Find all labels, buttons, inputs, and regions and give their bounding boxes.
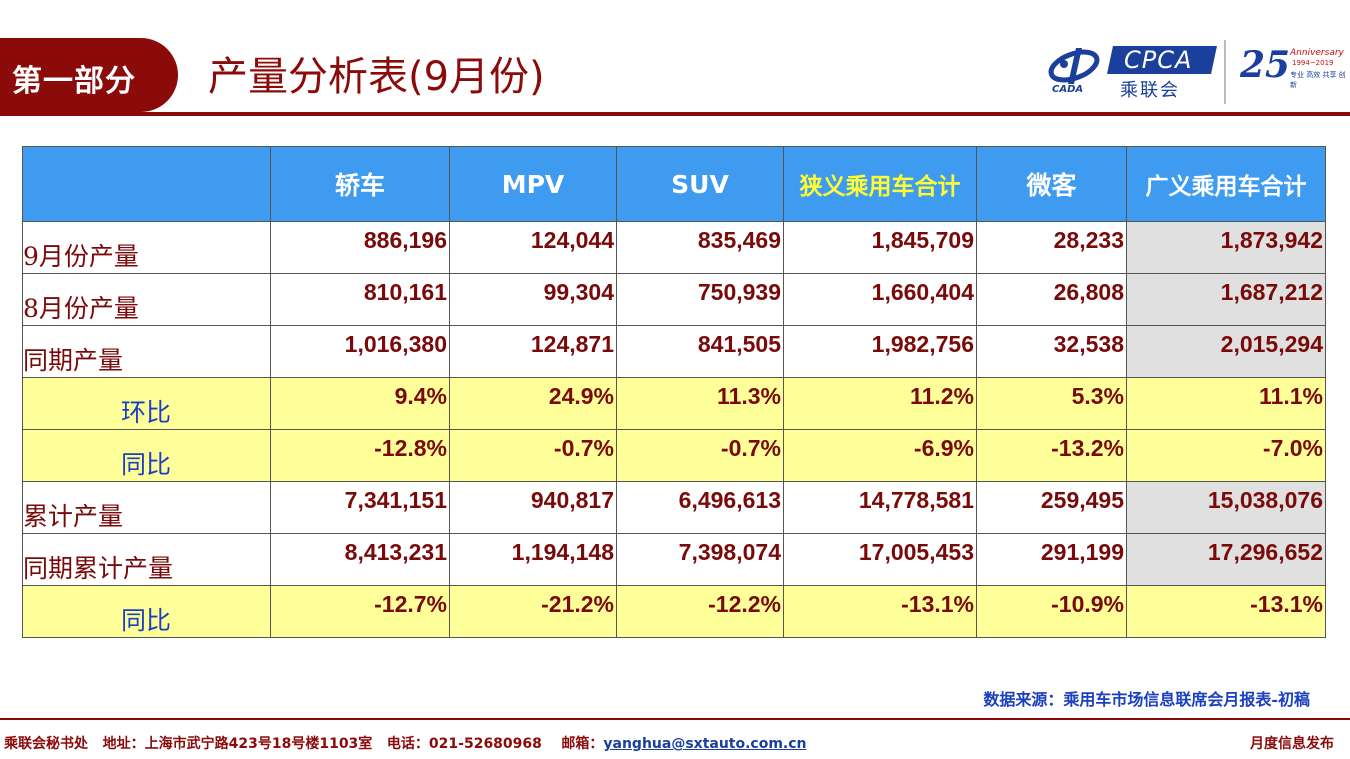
table-cell: 2,015,294: [1126, 325, 1326, 378]
row-label: 9月份产量: [22, 221, 271, 274]
cpca-text: CPCA: [1124, 46, 1193, 74]
row-label: 同期累计产量: [22, 533, 271, 586]
table-cell: 1,194,148: [449, 533, 617, 586]
footer-email-label: 邮箱：: [561, 736, 604, 752]
table-cell: 1,687,212: [1126, 273, 1326, 326]
column-header-minivan: 微客: [976, 146, 1127, 222]
table-row: 同期产量 1,016,380 124,871 841,505 1,982,756 32,5…: [22, 325, 1326, 378]
table-cell: -12.7%: [270, 585, 450, 638]
anniversary-slogan: 专业 高效 共享 创新: [1290, 71, 1346, 89]
column-header-sedan: 轿车: [270, 146, 450, 222]
cpca-chinese-name: 乘联会: [1120, 80, 1180, 101]
table-cell: 99,304: [449, 273, 617, 326]
cada-logo-icon: [1048, 48, 1100, 84]
table-row: 环比 9.4% 24.9% 11.3% 11.2% 5.3% 11.1%: [22, 377, 1326, 430]
table-cell: -12.8%: [270, 429, 450, 482]
table-cell: 750,939: [616, 273, 784, 326]
table-cell: -21.2%: [449, 585, 617, 638]
logo-separator: [1224, 40, 1226, 104]
table-cell: -6.9%: [783, 429, 977, 482]
row-label: 同比: [22, 585, 271, 638]
anniversary-text: Anniversary: [1290, 48, 1344, 58]
column-header-broad-total: 广义乘用车合计: [1126, 146, 1326, 222]
column-header-suv: SUV: [616, 146, 784, 222]
production-table: 轿车 MPV SUV 狭义乘用车合计 微客 广义乘用车合计 9月份产量 886,1…: [22, 146, 1326, 638]
table-cell: 124,871: [449, 325, 617, 378]
table-cell: -13.1%: [783, 585, 977, 638]
table-cell: 1,873,942: [1126, 221, 1326, 274]
table-cell: 1,982,756: [783, 325, 977, 378]
table-row: 同比 -12.8% -0.7% -0.7% -6.9% -13.2% -7.0%: [22, 429, 1326, 482]
anniversary-years: 1994~2019: [1292, 59, 1334, 67]
table-cell: 1,845,709: [783, 221, 977, 274]
table-cell: 17,296,652: [1126, 533, 1326, 586]
row-label: 累计产量: [22, 481, 271, 534]
table-row: 同比 -12.7% -21.2% -12.2% -13.1% -10.9% -13.1%: [22, 585, 1326, 638]
table-cell: 11.1%: [1126, 377, 1326, 430]
table-header-row: 轿车 MPV SUV 狭义乘用车合计 微客 广义乘用车合计: [22, 146, 1326, 222]
footer-org: 乘联会秘书处: [4, 736, 88, 752]
row-label: 同期产量: [22, 325, 271, 378]
table-cell: 6,496,613: [616, 481, 784, 534]
header-divider: [0, 112, 1350, 116]
table-row: 同期累计产量 8,413,231 1,194,148 7,398,074 17,005,…: [22, 533, 1326, 586]
table-cell: 17,005,453: [783, 533, 977, 586]
table-cell: 11.3%: [616, 377, 784, 430]
table-cell: 940,817: [449, 481, 617, 534]
table-cell: 24.9%: [449, 377, 617, 430]
column-header-mpv: MPV: [449, 146, 617, 222]
table-cell: -10.9%: [976, 585, 1127, 638]
table-cell: 28,233: [976, 221, 1127, 274]
footer-email-link[interactable]: yanghua@sxtauto.com.cn: [603, 736, 807, 752]
footer-phone: 电话：021-52680968: [386, 736, 542, 752]
table-cell: 26,808: [976, 273, 1127, 326]
table-cell: 1,660,404: [783, 273, 977, 326]
table-cell: 886,196: [270, 221, 450, 274]
table-cell: 841,505: [616, 325, 784, 378]
table-cell: -13.2%: [976, 429, 1127, 482]
table-cell: -13.1%: [1126, 585, 1326, 638]
table-row: 8月份产量 810,161 99,304 750,939 1,660,404 26,808…: [22, 273, 1326, 326]
table-cell: 835,469: [616, 221, 784, 274]
footer-divider: [0, 718, 1350, 720]
column-header-narrow-total: 狭义乘用车合计: [783, 146, 977, 222]
table-cell: 9.4%: [270, 377, 450, 430]
table-cell: -7.0%: [1126, 429, 1326, 482]
table-cell: 15,038,076: [1126, 481, 1326, 534]
table-cell: -12.2%: [616, 585, 784, 638]
table-cell: 32,538: [976, 325, 1127, 378]
table-cell: 11.2%: [783, 377, 977, 430]
table-cell: 7,341,151: [270, 481, 450, 534]
row-label: 同比: [22, 429, 271, 482]
table-cell: 291,199: [976, 533, 1127, 586]
anniversary-number: 25: [1240, 44, 1291, 86]
table-cell: -0.7%: [616, 429, 784, 482]
table-cell: 14,778,581: [783, 481, 977, 534]
column-header-label: [22, 146, 271, 222]
section-tab: 第一部分: [0, 38, 178, 112]
row-label: 环比: [22, 377, 271, 430]
data-source-note: 数据来源：乘用车市场信息联席会月报表-初稿: [983, 690, 1310, 709]
section-label: 第一部分: [12, 64, 136, 99]
cada-text: CADA: [1052, 84, 1084, 95]
footer-address: 地址：上海市武宁路423号18号楼1103室: [102, 736, 373, 752]
table-row: 9月份产量 886,196 124,044 835,469 1,845,709 28,23…: [22, 221, 1326, 274]
table-row: 累计产量 7,341,151 940,817 6,496,613 14,778,581 2…: [22, 481, 1326, 534]
table-cell: 8,413,231: [270, 533, 450, 586]
table-cell: 7,398,074: [616, 533, 784, 586]
table-cell: 810,161: [270, 273, 450, 326]
row-label: 8月份产量: [22, 273, 271, 326]
table-cell: 5.3%: [976, 377, 1127, 430]
footer-release-note: 月度信息发布: [1250, 736, 1334, 752]
footer-contact: 乘联会秘书处 地址：上海市武宁路423号18号楼1103室 电话：021-526…: [4, 733, 807, 753]
page-title: 产量分析表(9月份): [208, 54, 545, 100]
table-cell: 124,044: [449, 221, 617, 274]
table-cell: 1,016,380: [270, 325, 450, 378]
table-cell: 259,495: [976, 481, 1127, 534]
table-cell: -0.7%: [449, 429, 617, 482]
